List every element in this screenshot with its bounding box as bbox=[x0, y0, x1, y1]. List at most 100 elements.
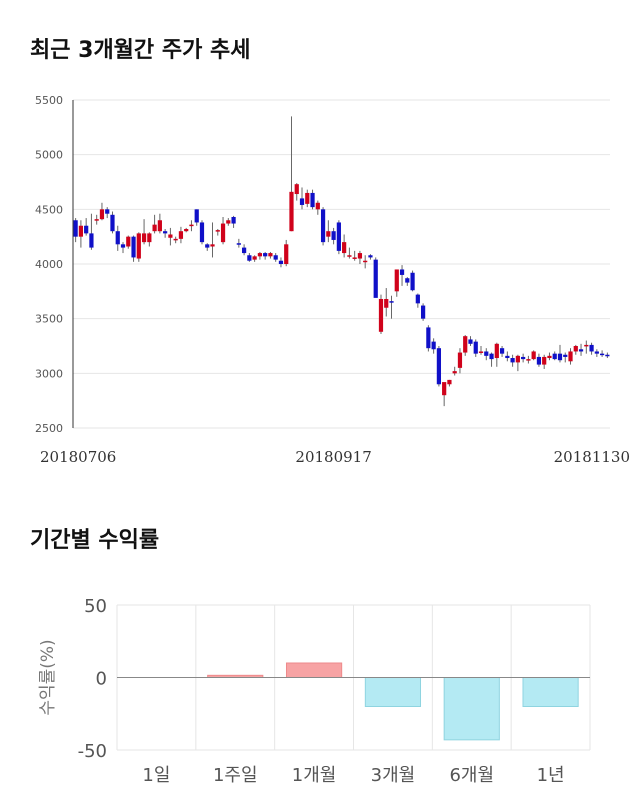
y-tick-label: 5500 bbox=[35, 94, 63, 107]
x-tick-label: 20180706 bbox=[40, 448, 116, 466]
candle-body bbox=[405, 278, 410, 283]
candle-body bbox=[352, 257, 357, 259]
candle-body bbox=[594, 351, 599, 354]
candle-body bbox=[505, 355, 510, 359]
candle-body bbox=[310, 192, 315, 208]
y-tick-label: 50 bbox=[84, 596, 107, 617]
candle-body bbox=[494, 343, 499, 359]
candle-body bbox=[110, 214, 115, 232]
candle-body bbox=[473, 341, 478, 354]
candle-body bbox=[299, 198, 305, 205]
candle-body bbox=[557, 353, 563, 361]
y-tick-label: 5000 bbox=[35, 149, 63, 162]
y-tick-label: 3500 bbox=[35, 313, 63, 326]
candle-body bbox=[194, 209, 199, 223]
y-tick-label: 4500 bbox=[35, 203, 63, 216]
candle-body bbox=[315, 202, 320, 210]
candle-body bbox=[510, 358, 515, 363]
candle-body bbox=[605, 354, 610, 357]
candle-body bbox=[241, 247, 247, 254]
x-category-label: 1주일 bbox=[213, 765, 258, 786]
candle-body bbox=[599, 353, 605, 356]
candle-body bbox=[199, 222, 205, 243]
candle-body bbox=[552, 353, 557, 360]
candle-body bbox=[410, 272, 415, 291]
candle-body bbox=[420, 305, 426, 319]
candle-body bbox=[499, 348, 505, 354]
candle-body bbox=[257, 253, 263, 257]
x-category-label: 1일 bbox=[142, 765, 170, 786]
candle-body bbox=[568, 351, 573, 362]
candle-body bbox=[294, 184, 299, 195]
candle-body bbox=[78, 225, 84, 237]
candle-body bbox=[394, 269, 399, 292]
candle-body bbox=[326, 231, 331, 237]
candle-body bbox=[521, 356, 526, 360]
y-tick-label: -50 bbox=[78, 741, 107, 762]
candle-body bbox=[126, 236, 131, 247]
candle-body bbox=[189, 224, 194, 227]
candle-body bbox=[215, 230, 220, 232]
candle-body bbox=[89, 233, 94, 248]
candle-body bbox=[178, 231, 184, 239]
candle-body bbox=[463, 336, 468, 353]
candle-body bbox=[226, 220, 231, 224]
candle-body bbox=[84, 225, 89, 234]
y-tick-label: 3000 bbox=[35, 367, 63, 380]
x-tick-label: 20180917 bbox=[295, 448, 371, 466]
x-category-label: 6개월 bbox=[449, 765, 494, 786]
candle-body bbox=[184, 229, 189, 232]
candlestick-chart: 2500 3000 3500 4000 4500 5000 5500 20180706 2018… bbox=[35, 94, 630, 466]
candle-body bbox=[231, 216, 236, 224]
candle-body bbox=[447, 379, 452, 385]
candle-body bbox=[452, 371, 457, 374]
candle-body bbox=[384, 298, 389, 308]
candle-body bbox=[152, 224, 157, 232]
candle-body bbox=[368, 255, 373, 258]
candle-body bbox=[220, 223, 226, 243]
candle-body bbox=[457, 352, 463, 368]
candle-body bbox=[173, 238, 178, 241]
candle-body bbox=[252, 256, 257, 260]
candle-body bbox=[426, 327, 431, 349]
candle-body bbox=[94, 219, 99, 221]
candle-body bbox=[163, 231, 168, 234]
candle-body bbox=[273, 255, 278, 260]
candle-body bbox=[120, 244, 126, 248]
candle-body bbox=[205, 244, 210, 248]
candle-body bbox=[468, 339, 473, 344]
candle-body bbox=[442, 382, 447, 396]
candle-body bbox=[136, 233, 141, 259]
candle-body bbox=[489, 353, 494, 360]
candle-body bbox=[347, 255, 352, 257]
candle-body bbox=[105, 209, 110, 214]
candle-body bbox=[357, 253, 363, 259]
candle-body bbox=[363, 260, 368, 263]
candle-body bbox=[157, 220, 162, 232]
candle-body bbox=[331, 231, 336, 240]
candle-body bbox=[373, 259, 378, 298]
candle-body bbox=[73, 220, 78, 237]
candle-body bbox=[278, 260, 284, 264]
candle-body bbox=[526, 359, 531, 361]
candle-body bbox=[389, 301, 394, 303]
y-tick-label: 2500 bbox=[35, 422, 63, 435]
candle-body bbox=[289, 191, 294, 232]
candle-body bbox=[236, 243, 241, 245]
candle-body bbox=[268, 253, 273, 257]
candle-body bbox=[115, 231, 120, 245]
candle-body bbox=[131, 236, 136, 258]
candle-body bbox=[431, 341, 436, 350]
candle-body bbox=[320, 209, 326, 243]
return-bar bbox=[522, 677, 579, 707]
candle-body bbox=[478, 351, 484, 353]
y-axis-label: 수익률(%) bbox=[38, 639, 58, 715]
candle-body bbox=[589, 344, 594, 352]
candle-body bbox=[263, 253, 268, 257]
candle-body bbox=[99, 209, 105, 220]
candle-body bbox=[547, 355, 552, 359]
candle-body bbox=[342, 242, 347, 254]
candle-body bbox=[168, 234, 173, 238]
return-bar bbox=[285, 662, 343, 678]
y-tick-label: 0 bbox=[96, 669, 107, 690]
